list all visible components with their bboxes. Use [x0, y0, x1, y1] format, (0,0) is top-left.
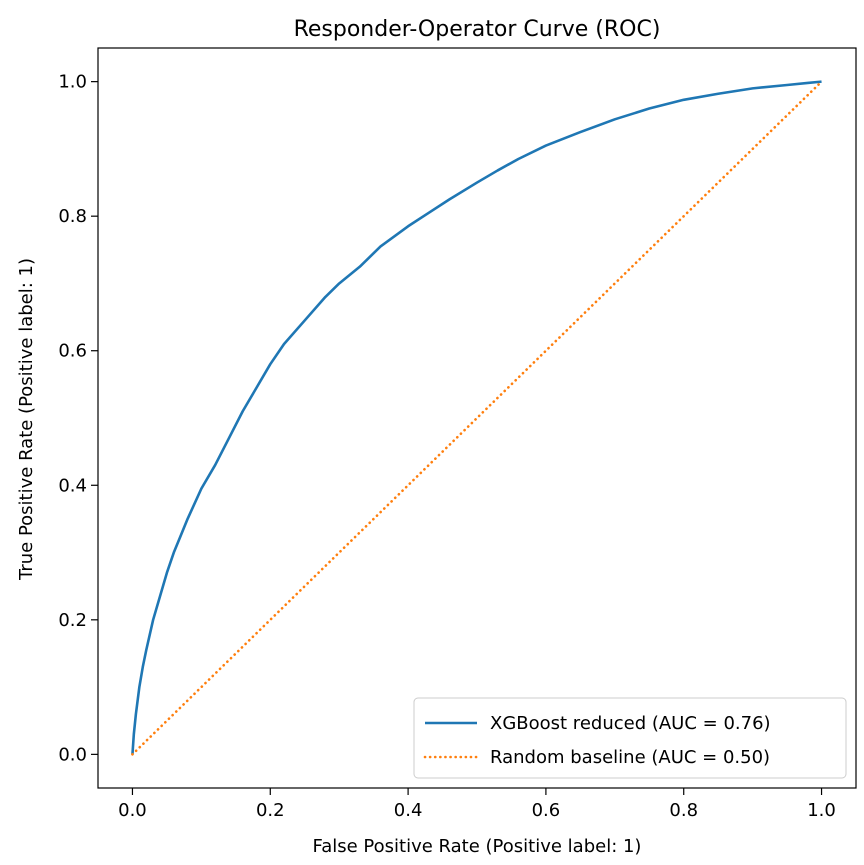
x-tick-label: 0.8 [669, 800, 698, 821]
legend-label: Random baseline (AUC = 0.50) [490, 747, 770, 768]
y-tick-label: 0.8 [58, 206, 87, 227]
chart-title: Responder-Operator Curve (ROC) [294, 17, 661, 42]
series-line-model [131, 80, 822, 755]
y-axis-label: True Positive Rate (Positive label: 1) [16, 258, 37, 581]
axes-layer: 0.0 0.2 0.4 0.6 0.8 1.0 0.0 0.2 0.4 0.6 0.8 1.0 [58, 47, 857, 821]
x-tick-label: 0.6 [532, 800, 561, 821]
x-tick-label: 0.2 [256, 800, 285, 821]
y-tick-label: 0.6 [58, 341, 87, 362]
x-tick-label: 1.0 [807, 800, 836, 821]
legend: XGBoost reduced (AUC = 0.76) Random basel… [413, 697, 847, 779]
series-layer [131, 80, 823, 756]
y-tick-label: 0.4 [58, 475, 87, 496]
legend-box [413, 697, 847, 779]
y-tick-label: 1.0 [58, 72, 87, 93]
y-tick-label: 0.0 [58, 744, 87, 765]
y-tick-label: 0.2 [58, 610, 87, 631]
axes-frame [97, 47, 857, 789]
legend-label: XGBoost reduced (AUC = 0.76) [490, 713, 771, 734]
x-axis-label: False Positive Rate (Positive label: 1) [313, 836, 642, 857]
x-tick-label: 0.0 [118, 800, 147, 821]
x-tick-label: 0.4 [394, 800, 423, 821]
